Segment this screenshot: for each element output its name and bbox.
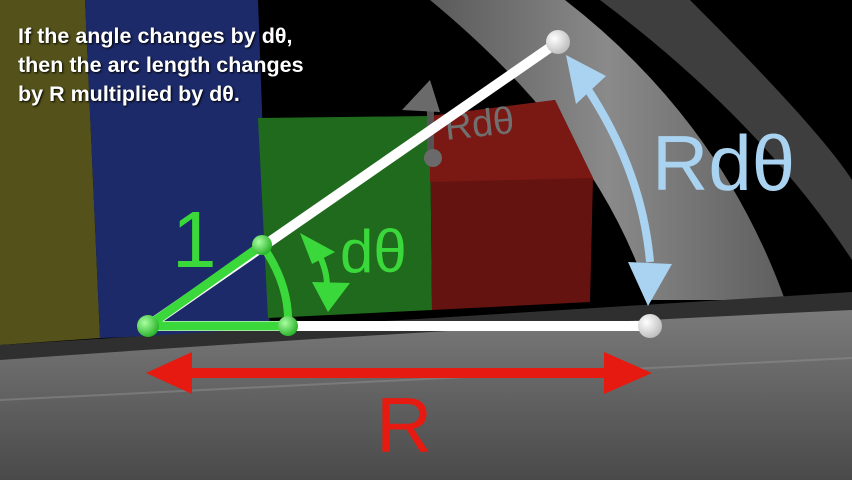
red-block-top [430, 100, 593, 182]
unit-radius-label: 1 [172, 195, 217, 284]
caption-line: by R multiplied by dθ. [18, 82, 240, 106]
blue-block [85, 0, 270, 338]
arc-length-label: Rdθ [652, 119, 795, 207]
yellow-block [0, 0, 100, 345]
unit-node-top [252, 235, 272, 255]
unit-node-base [278, 316, 298, 336]
arc-length-arrow-icon [566, 55, 672, 306]
radius-end-node [638, 314, 662, 338]
floor-edge [0, 357, 852, 401]
radius-arrow-icon [146, 352, 652, 394]
caption: If the angle changes by dθ, then the arc… [18, 22, 304, 109]
small-angle-arrow-icon [300, 233, 350, 312]
small-angle-label: dθ [340, 218, 407, 285]
caption-line: then the arc length changes [18, 53, 304, 77]
floor [0, 310, 852, 480]
unit-radius-rod [143, 240, 267, 331]
background-tube-right [600, 0, 852, 260]
green-block [258, 116, 432, 318]
origin-node [137, 315, 159, 337]
rotated-end-node [546, 30, 570, 54]
block-arc-label: Rdθ [443, 100, 517, 149]
caption-line: If the angle changes by dθ, [18, 24, 293, 48]
radius-label: R [376, 381, 432, 469]
